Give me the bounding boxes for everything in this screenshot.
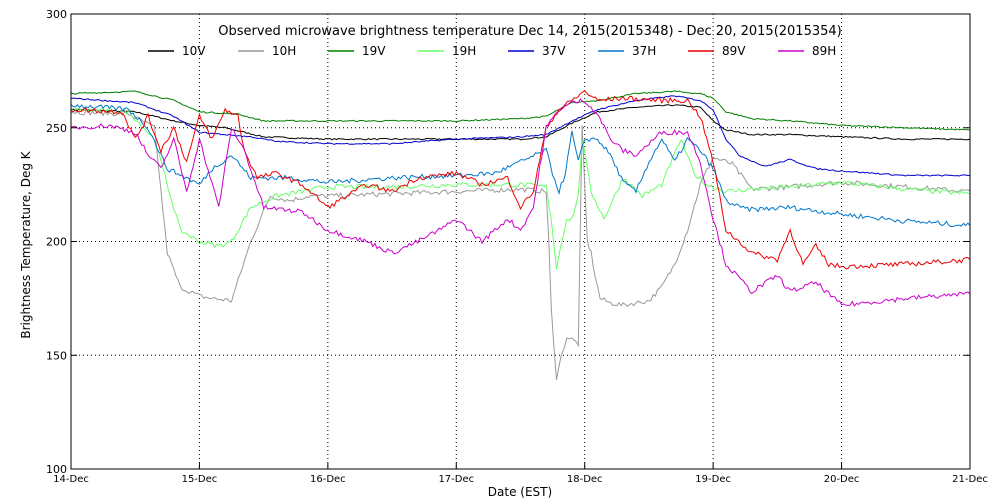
x-axis-label: Date (EST): [488, 485, 552, 499]
legend: 10V 10H 19V 19H 37V 37H 89V 89H: [148, 44, 836, 58]
legend-label-89h: 89H: [812, 44, 836, 58]
series-layer: [70, 90, 971, 380]
legend-label-10h: 10H: [272, 44, 296, 58]
x-tick-label: 20-Dec: [824, 474, 860, 485]
y-axis-label: Brightness Temperature, Deg K: [19, 150, 33, 338]
x-tick-label: 17-Dec: [438, 474, 474, 485]
y-tick-label: 200: [46, 236, 67, 249]
legend-label-19v: 19V: [362, 44, 386, 58]
series-line-10v: [70, 104, 971, 141]
y-tick-label: 250: [46, 122, 67, 135]
axis-layer: 100 150 200 250 300 14-Dec 15-Dec 16-Dec 17-Dec 1…: [46, 8, 988, 485]
series-line-89h: [71, 98, 971, 307]
series-line-37h: [70, 104, 971, 227]
x-tick-label: 15-Dec: [182, 474, 218, 485]
x-tick-label: 16-Dec: [310, 474, 346, 485]
legend-label-37v: 37V: [542, 44, 566, 58]
legend-label-89v: 89V: [722, 44, 746, 58]
series-line-10h: [70, 109, 971, 380]
x-tick-label: 21-Dec: [952, 474, 988, 485]
x-tick-label: 14-Dec: [53, 474, 89, 485]
y-tick-label: 150: [46, 349, 67, 362]
chart-title: Observed microwave brightness temperatur…: [218, 24, 842, 39]
legend-label-37h: 37H: [632, 44, 656, 58]
series-line-37v: [70, 95, 971, 177]
y-tick-label: 300: [46, 8, 67, 21]
series-line-19v: [70, 90, 971, 131]
y-tick-label: 100: [46, 463, 67, 476]
x-tick-label: 18-Dec: [567, 474, 603, 485]
legend-label-19h: 19H: [452, 44, 476, 58]
legend-label-10v: 10V: [182, 44, 206, 58]
x-tick-label: 19-Dec: [695, 474, 731, 485]
series-line-19h: [70, 107, 971, 270]
series-line-89v: [70, 90, 971, 270]
grid-layer: [71, 14, 970, 469]
